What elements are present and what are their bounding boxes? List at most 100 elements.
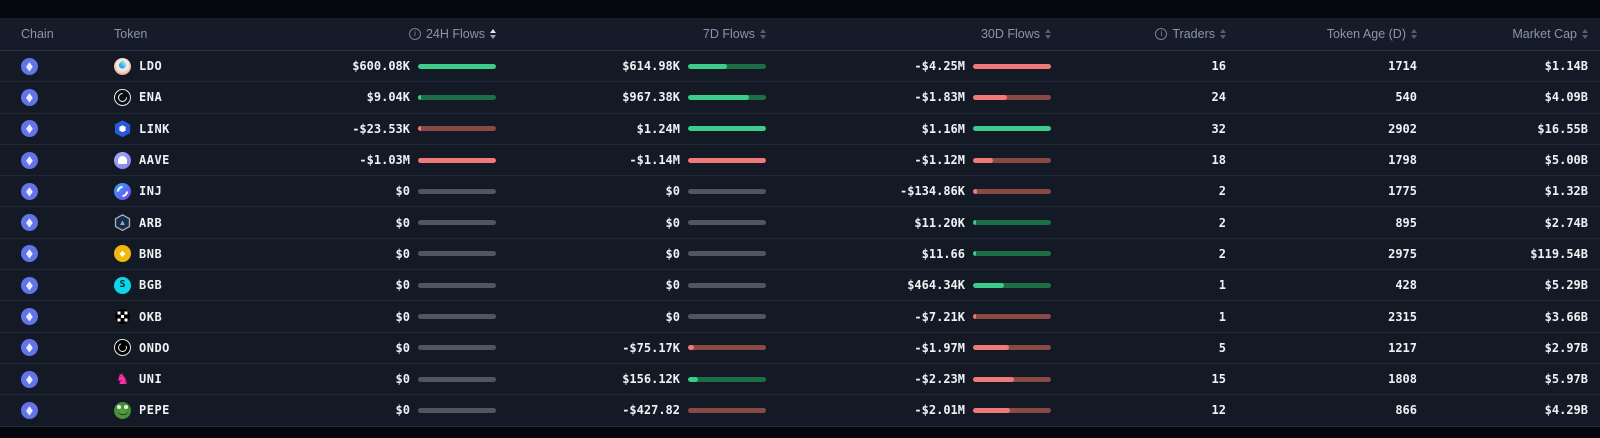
ethereum-chain-icon [21,339,38,357]
token-label: PEPE [139,403,170,418]
column-header-30d-flows[interactable]: 30D Flows [766,27,1051,41]
column-header-token-label: Token [114,27,148,41]
column-header-token-age-label: Token Age (D) [1326,27,1406,41]
table-row-bnb[interactable]: BNB $0 $0 $11.66 2 2975 $119.54B [0,239,1600,271]
traders-value: 1 [1218,278,1226,293]
flow-30d-bar [973,126,1051,132]
token-label: UNI [139,372,163,387]
column-header-7d-flows[interactable]: 7D Flows [496,27,766,41]
sort-icon-token-age[interactable] [1411,29,1417,39]
table-row-okb[interactable]: OKB $0 $0 -$7.21K 1 2315 $3.66B [0,301,1600,333]
market-cap-value: $3.66B [1544,309,1588,324]
traders-value: 15 [1211,372,1226,387]
flow-24h-value: $0 [395,403,410,418]
market-cap-value: $1.32B [1544,184,1588,199]
flow-7d-value: $967.38K [622,90,680,105]
flow-30d-value: -$4.25M [914,59,965,74]
flow-7d-value: $0 [665,246,680,261]
table-row-link[interactable]: LINK -$23.53K $1.24M $1.16M 32 2902 $16.… [0,114,1600,145]
flow-24h-bar [418,220,496,226]
flow-24h-value: $0 [395,372,410,387]
flow-30d-value: -$7.21K [914,309,965,324]
flow-24h-bar [418,345,496,351]
ethereum-chain-icon [21,151,38,169]
table-header-row: Chain Token 24H Flows 7D Flows 30D Flows… [0,18,1600,51]
ethereum-chain-icon [21,245,38,263]
flow-7d-value: $1.24M [636,121,680,136]
token-age-value: 866 [1395,403,1417,418]
sort-icon-market-cap[interactable] [1582,29,1588,39]
okb-token-icon [114,308,131,326]
ethereum-chain-icon [21,370,38,388]
ethereum-chain-icon [21,88,38,106]
flow-30d-value: -$2.23M [914,372,965,387]
market-cap-value: $1.14B [1544,59,1588,74]
ethereum-chain-icon [21,182,38,200]
column-header-24h-flows[interactable]: 24H Flows [306,27,496,41]
table-row-ldo[interactable]: LDO $600.08K $614.98K -$4.25M 16 1714 $1… [0,51,1600,83]
token-label: LINK [139,121,170,136]
token-label: LDO [139,59,163,74]
market-cap-value: $5.97B [1544,372,1588,387]
table-row-aave[interactable]: AAVE -$1.03M -$1.14M -$1.12M 18 1798 $5.… [0,145,1600,177]
flow-7d-bar [688,94,766,100]
flow-7d-bar [688,188,766,194]
token-age-value: 1798 [1388,153,1417,168]
token-label: ENA [139,90,163,105]
column-header-market-cap[interactable]: Market Cap [1417,27,1588,41]
market-cap-value: $16.55B [1537,121,1588,136]
ethereum-chain-icon [21,120,38,138]
bnb-token-icon [114,245,131,263]
flow-7d-value: -$1.14M [629,153,680,168]
table-row-ondo[interactable]: ONDO $0 -$75.17K -$1.97M 5 1217 $2.97B [0,333,1600,364]
token-flows-table: Chain Token 24H Flows 7D Flows 30D Flows… [0,18,1600,427]
traders-value: 2 [1218,246,1226,261]
column-header-traders[interactable]: Traders [1051,27,1226,41]
token-label: BNB [139,246,163,261]
flow-7d-bar [688,157,766,163]
flow-30d-value: -$1.12M [914,153,965,168]
flow-24h-value: -$1.03M [359,153,410,168]
traders-value: 12 [1211,403,1226,418]
table-row-bgb[interactable]: BGB $0 $0 $464.34K 1 428 $5.29B [0,270,1600,302]
flow-24h-value: $0 [395,340,410,355]
table-body: LDO $600.08K $614.98K -$4.25M 16 1714 $1… [0,51,1600,427]
flow-24h-bar [418,251,496,257]
column-header-traders-label: Traders [1172,27,1215,41]
pepe-token-icon [114,401,131,419]
info-icon[interactable] [408,28,421,40]
token-label: BGB [139,278,163,293]
flow-24h-value: $0 [395,246,410,261]
sort-icon-traders[interactable] [1220,29,1226,39]
flow-24h-bar [418,376,496,382]
sort-icon-7d-flows[interactable] [760,29,766,39]
flow-30d-bar [973,407,1051,413]
token-age-value: 540 [1395,90,1417,105]
ethereum-chain-icon [21,401,38,419]
token-label: INJ [139,184,163,199]
token-age-value: 428 [1395,278,1417,293]
flow-24h-value: $0 [395,309,410,324]
flow-7d-bar [688,314,766,320]
column-header-chain: Chain [0,27,96,41]
market-cap-value: $119.54B [1530,246,1588,261]
sort-icon-30d-flows[interactable] [1045,29,1051,39]
token-age-value: 1217 [1388,340,1417,355]
table-row-uni[interactable]: UNI $0 $156.12K -$2.23M 15 1808 $5.97B [0,364,1600,396]
flow-24h-value: -$23.53K [352,121,410,136]
flow-24h-bar [418,94,496,100]
info-icon[interactable] [1155,28,1168,40]
table-row-ena[interactable]: ENA $9.04K $967.38K -$1.83M 24 540 $4.09… [0,82,1600,114]
table-row-inj[interactable]: INJ $0 $0 -$134.86K 2 1775 $1.32B [0,176,1600,208]
traders-value: 1 [1218,309,1226,324]
column-header-token-age[interactable]: Token Age (D) [1226,27,1417,41]
flow-7d-bar [688,345,766,351]
table-row-arb[interactable]: ARB $0 $0 $11.20K 2 895 $2.74B [0,207,1600,239]
token-age-value: 1775 [1388,184,1417,199]
table-row-pepe[interactable]: PEPE $0 -$427.82 -$2.01M 12 866 $4.29B [0,395,1600,427]
column-header-chain-label: Chain [21,27,54,41]
token-label: ARB [139,215,163,230]
flow-24h-bar [418,282,496,288]
sort-icon-24h-flows[interactable] [490,29,496,39]
market-cap-value: $5.29B [1544,278,1588,293]
